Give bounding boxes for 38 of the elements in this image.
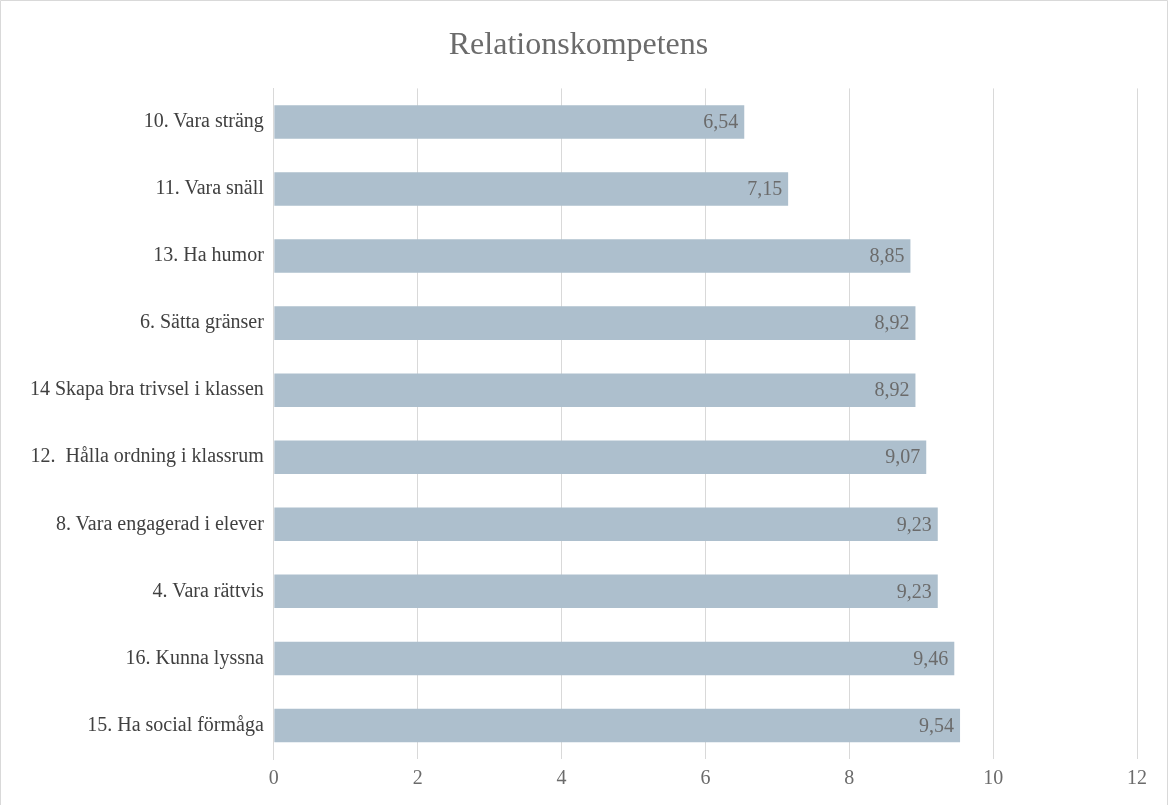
y-tick-label: 6. Sätta gränser (139, 310, 265, 334)
data-label: 7,15 (747, 177, 783, 200)
bar (274, 105, 745, 139)
chart-title: Relationskompetens (448, 24, 709, 61)
bar (274, 239, 911, 273)
y-tick-label: 13. Ha humor (153, 243, 265, 266)
y-tick-label: 14 Skapa bra trivsel i klassen (29, 377, 264, 401)
data-label: 9,23 (896, 512, 932, 535)
y-tick-label: 11. Vara snäll (155, 176, 265, 199)
bar (274, 708, 961, 743)
bar (274, 440, 927, 474)
bar (274, 641, 955, 676)
y-tick-label: 15. Ha social förmåga (87, 712, 264, 736)
data-label: 9,54 (919, 713, 955, 736)
bar (274, 574, 938, 609)
bar (274, 172, 789, 206)
data-label: 6,54 (703, 110, 739, 133)
data-label: 8,92 (874, 311, 910, 334)
x-tick-label: 12 (1127, 766, 1147, 789)
bar (274, 373, 916, 407)
data-label: 9,23 (896, 579, 932, 602)
x-tick-label: 8 (844, 766, 855, 789)
y-tick-label: 12. Hålla ordning i klassrum (30, 444, 265, 468)
x-tick-label: 4 (556, 766, 567, 789)
y-tick-label: 4. Vara rättvis (152, 578, 265, 601)
bar (274, 507, 938, 542)
data-label: 9,07 (885, 445, 921, 468)
x-tick-label: 2 (412, 766, 423, 789)
data-label: 8,85 (869, 244, 905, 267)
x-tick-label: 0 (268, 766, 279, 789)
x-tick-label: 6 (700, 766, 711, 789)
data-label: 8,92 (874, 378, 910, 401)
bar (274, 306, 916, 340)
y-tick-label: 10. Vara sträng (143, 109, 264, 133)
y-tick-label: 16. Kunna lyssna (125, 645, 264, 669)
y-tick-label: 8. Vara engagerad i elever (55, 511, 265, 535)
x-tick-label: 10 (983, 766, 1004, 789)
data-label: 9,46 (913, 646, 949, 669)
